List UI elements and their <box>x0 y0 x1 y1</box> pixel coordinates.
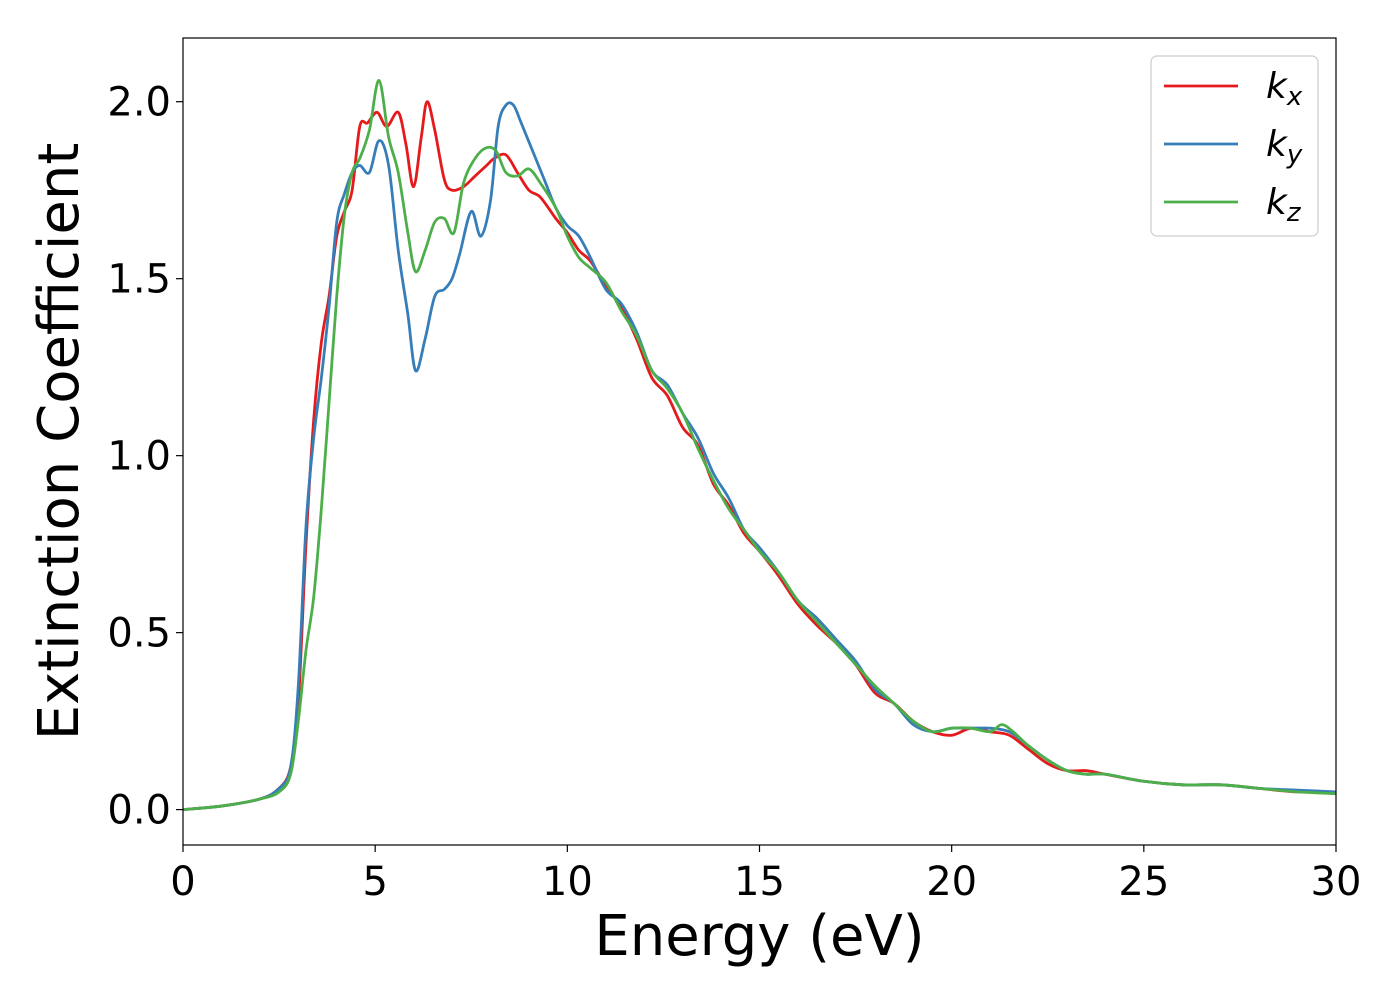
series-line-k-z <box>183 79 1336 812</box>
y-tick-label: 0.0 <box>107 788 171 834</box>
y-tick-label: 1.5 <box>107 257 171 303</box>
plot-frame <box>182 37 1337 846</box>
y-tick-label: 0.5 <box>107 611 171 657</box>
axis-ticks: 0 5 10 15 20 25 30 0.0 0.5 1.0 1.5 2.0 <box>107 80 1361 905</box>
legend-label-y: ky <box>1266 124 1303 170</box>
x-tick-label: 5 <box>362 859 387 905</box>
y-tick-label: 1.0 <box>107 434 171 480</box>
x-tick-label: 20 <box>926 859 977 905</box>
legend-label-z: kz <box>1266 182 1302 228</box>
x-tick-label: 0 <box>170 859 195 905</box>
x-tick-label: 10 <box>542 859 593 905</box>
x-tick-label: 25 <box>1118 859 1169 905</box>
y-axis-label: Extinction Coefficient <box>27 143 92 741</box>
legend: kx ky kz <box>1150 55 1319 237</box>
plot-lines <box>183 79 1336 812</box>
y-tick-label: 2.0 <box>107 80 171 126</box>
x-tick-label: 15 <box>734 859 785 905</box>
legend-box <box>1150 55 1319 237</box>
x-axis-label: Energy (eV) <box>594 904 924 969</box>
series-line-k-y <box>183 101 1336 812</box>
legend-label-x: kx <box>1266 66 1303 112</box>
x-tick-label: 30 <box>1311 859 1362 905</box>
